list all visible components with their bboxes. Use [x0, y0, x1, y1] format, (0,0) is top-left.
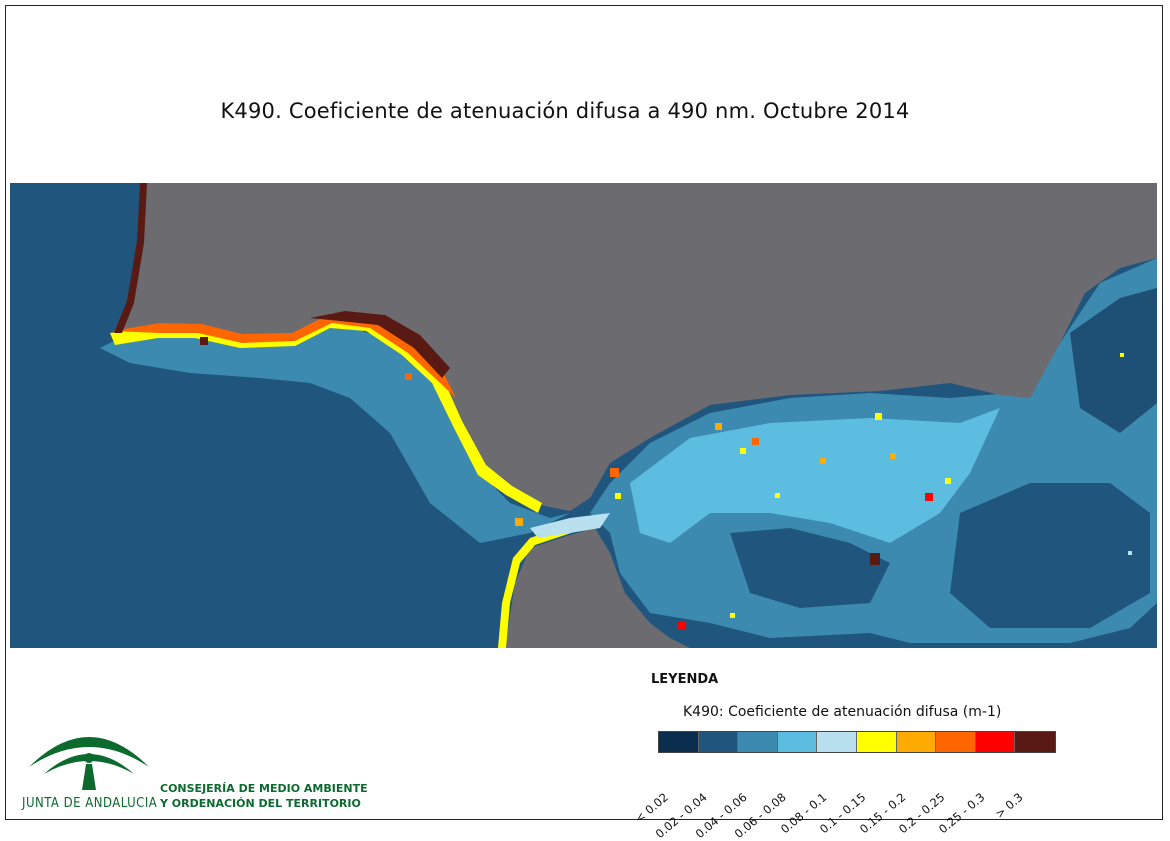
legend-swatch	[738, 732, 778, 752]
legend-heading: LEYENDA	[651, 672, 719, 687]
legend-color-bar	[658, 731, 1056, 753]
legend-swatch	[1015, 732, 1055, 752]
legend-swatch	[896, 732, 937, 752]
coast-west	[114, 183, 147, 333]
legend-swatch	[817, 732, 857, 752]
east-deep	[950, 483, 1150, 628]
alboran-deep	[730, 528, 890, 608]
legend-swatch	[698, 732, 739, 752]
east-deep-2	[1070, 288, 1157, 433]
department-name: CONSEJERÍA DE MEDIO AMBIENTE Y ORDENACIÓ…	[160, 781, 368, 811]
legend-swatch	[856, 732, 897, 752]
map-title: K490. Coeficiente de atenuación difusa a…	[220, 99, 910, 123]
junta-andalucia-logo-icon	[29, 737, 149, 790]
legend-swatch	[936, 732, 976, 752]
coast-africa	[498, 519, 595, 648]
hotspots	[200, 337, 1132, 629]
legend-swatch	[975, 732, 1016, 752]
shelf-water	[100, 323, 570, 543]
coastal-band-yellow	[110, 315, 542, 513]
strait-light	[530, 513, 610, 538]
legend-swatch	[659, 732, 699, 752]
org-name: JUNTA DE ANDALUCIA	[22, 796, 158, 811]
department-line-2: Y ORDENACIÓN DEL TERRITORIO	[160, 797, 361, 810]
legend-swatch	[777, 732, 818, 752]
coastal-band-dark	[310, 311, 450, 378]
africa-land	[505, 528, 690, 648]
mediterranean-inner	[630, 408, 1000, 543]
legend-subtitle: K490: Coeficiente de atenuación difusa (…	[683, 704, 1002, 720]
iberia-land	[120, 183, 1157, 511]
department-line-1: CONSEJERÍA DE MEDIO AMBIENTE	[160, 782, 368, 795]
k490-map	[10, 183, 1157, 648]
